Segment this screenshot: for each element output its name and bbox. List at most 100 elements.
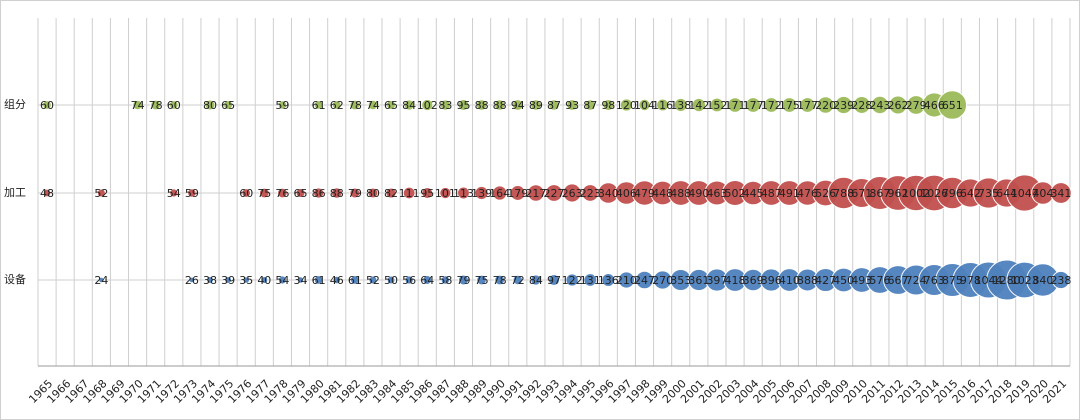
- bubble: [367, 187, 379, 199]
- data-label: 962: [888, 187, 909, 200]
- data-label: 642: [960, 187, 981, 200]
- data-label: 59: [185, 187, 199, 200]
- data-label: 353: [670, 274, 691, 287]
- bubble: [511, 99, 524, 111]
- bubble: [584, 99, 596, 111]
- bubble: [385, 187, 397, 199]
- bubble: [330, 187, 343, 199]
- data-label: 491: [779, 187, 800, 200]
- bubble: [852, 96, 871, 114]
- data-label: 724: [906, 274, 927, 287]
- bubble: [422, 275, 433, 285]
- bubble: [439, 186, 452, 200]
- bubble: [169, 188, 179, 198]
- data-label: 88: [475, 99, 489, 112]
- bubble: [168, 100, 179, 110]
- bubble: [816, 96, 835, 114]
- data-label: 50: [384, 274, 398, 287]
- data-label: 247: [634, 274, 655, 287]
- data-label: 171: [725, 99, 746, 112]
- data-label: 95: [456, 99, 470, 112]
- bubble: [509, 185, 526, 201]
- data-label: 104: [634, 99, 655, 112]
- bubble: [1051, 270, 1071, 290]
- data-label: 61: [312, 99, 326, 112]
- data-label: 139: [471, 187, 492, 200]
- data-label: 56: [402, 274, 416, 287]
- bubble: [277, 100, 288, 110]
- bubble: [583, 273, 598, 287]
- bubble: [745, 97, 762, 113]
- bubble: [421, 187, 434, 199]
- data-label: 179: [507, 187, 528, 200]
- data-label: 98: [601, 99, 615, 112]
- data-label: 867: [869, 187, 890, 200]
- data-label: 72: [511, 274, 525, 287]
- data-label: 48: [40, 187, 54, 200]
- data-label: 164: [489, 187, 510, 200]
- data-label: 172: [761, 99, 782, 112]
- bubble: [492, 185, 508, 201]
- bubble: [150, 99, 162, 111]
- data-label: 75: [475, 274, 489, 287]
- data-label: 113: [453, 187, 474, 200]
- bubble: [332, 275, 342, 285]
- data-label: 95: [420, 187, 434, 200]
- bubble: [457, 186, 470, 200]
- bubble: [296, 276, 305, 284]
- data-label: 136: [598, 274, 619, 287]
- data-label: 427: [815, 274, 836, 287]
- data-label: 54: [275, 274, 289, 287]
- data-label: 450: [833, 274, 854, 287]
- data-label: 448: [652, 187, 673, 200]
- data-label: 46: [330, 274, 344, 287]
- data-label: 177: [797, 99, 818, 112]
- data-label: 410: [779, 274, 800, 287]
- data-label: 60: [239, 187, 253, 200]
- data-label: 1047: [1011, 187, 1039, 200]
- data-label: 490: [688, 187, 709, 200]
- data-label: 142: [688, 99, 709, 112]
- data-label: 263: [562, 187, 583, 200]
- data-label: 59: [275, 99, 289, 112]
- data-label: 361: [688, 274, 709, 287]
- data-label: 40: [257, 274, 271, 287]
- bubble: [206, 276, 214, 284]
- data-label: 78: [493, 274, 507, 287]
- data-label: 74: [366, 99, 380, 112]
- bubble: [204, 99, 216, 111]
- data-label: 796: [942, 187, 963, 200]
- data-label: 396: [761, 274, 782, 287]
- data-label: 667: [888, 274, 909, 287]
- bubble: [601, 272, 616, 288]
- data-label: 97: [547, 274, 561, 287]
- data-label: 239: [833, 99, 854, 112]
- bubble: [638, 98, 651, 112]
- data-label: 52: [366, 274, 380, 287]
- bubble: [530, 99, 542, 111]
- data-label: 671: [851, 187, 872, 200]
- data-label: 875: [942, 274, 963, 287]
- data-label: 78: [348, 99, 362, 112]
- bubble: [132, 99, 143, 111]
- bubble: [457, 99, 470, 111]
- bubble: [187, 188, 197, 198]
- bubble: [188, 276, 196, 284]
- data-label: 65: [221, 99, 235, 112]
- data-label: 476: [797, 187, 818, 200]
- data-label: 61: [312, 274, 326, 287]
- data-label: 58: [438, 274, 452, 287]
- bubble: [527, 184, 545, 202]
- row-label: 设备: [4, 272, 26, 286]
- data-label: 88: [330, 187, 344, 200]
- data-label: 80: [366, 187, 380, 200]
- data-label: 1280: [993, 274, 1021, 287]
- bubble: [619, 98, 634, 112]
- data-label: 60: [167, 99, 181, 112]
- bubble: [691, 97, 707, 113]
- data-label: 65: [294, 187, 308, 200]
- data-label: 131: [580, 274, 601, 287]
- data-label: 52: [94, 187, 108, 200]
- bubble: [566, 99, 578, 111]
- data-label: 122: [562, 274, 583, 287]
